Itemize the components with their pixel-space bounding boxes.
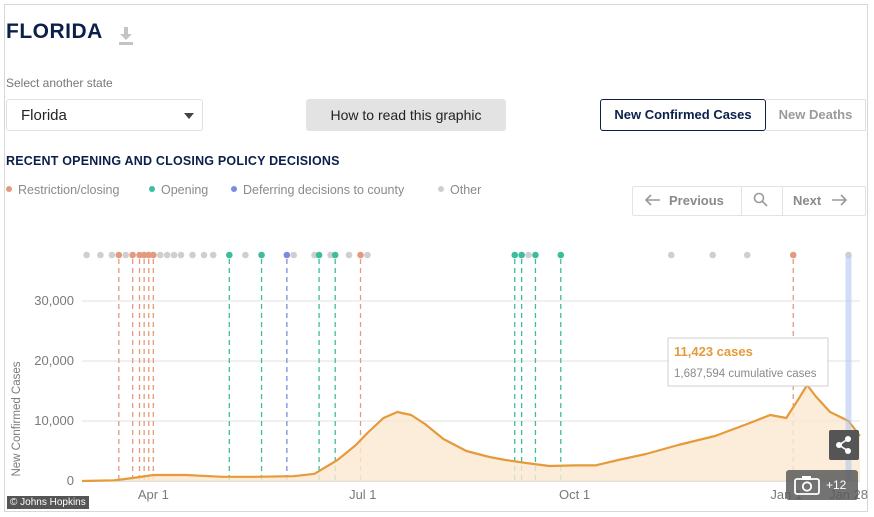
- hover-highlight: [845, 257, 852, 481]
- policy-marker-dot: [743, 251, 751, 259]
- tab-new-deaths[interactable]: New Deaths: [766, 99, 866, 131]
- y-axis-label: New Confirmed Cases: [11, 361, 23, 476]
- policy-marker-dot: [170, 251, 178, 259]
- policy-marker-dot: [140, 251, 148, 259]
- policy-marker-dot: [156, 251, 164, 259]
- policy-pager: Previous Next: [632, 186, 866, 216]
- policy-marker-dot: [97, 251, 104, 259]
- previous-button[interactable]: Previous: [644, 187, 741, 215]
- policy-marker-dot: [129, 251, 136, 259]
- y-tick-label: 10,000: [34, 413, 74, 428]
- legend-item-other: Other: [438, 183, 481, 197]
- hover-tooltip: 11,423 cases 1,687,594 cumulative cases: [667, 337, 829, 387]
- y-tick-label: 30,000: [34, 293, 74, 308]
- tab-new-confirmed-cases[interactable]: New Confirmed Cases: [600, 99, 766, 131]
- share-icon: [836, 436, 851, 454]
- policy-marker-dot: [327, 251, 334, 259]
- policy-marker-dot: [511, 251, 519, 259]
- series-line: [81, 383, 861, 483]
- x-tick-label: Oct 1: [559, 487, 590, 502]
- legend-label: Opening: [161, 183, 209, 197]
- legend-item-deferring: Deferring decisions to county: [231, 183, 404, 197]
- how-to-read-button[interactable]: How to read this graphic: [306, 99, 506, 131]
- share-button[interactable]: [829, 430, 859, 460]
- policy-marker-dot: [83, 251, 90, 259]
- policy-marker-dot: [357, 251, 364, 259]
- policy-marker-dot: [518, 251, 525, 259]
- policy-marker-dot: [532, 251, 539, 259]
- daily-cases-area: [82, 385, 860, 481]
- policy-marker-dot: [789, 251, 797, 259]
- policy-marker-dot: [189, 251, 196, 259]
- policy-marker-dot: [258, 251, 265, 259]
- search-icon: [753, 192, 768, 207]
- policy-marker-dot: [150, 251, 157, 259]
- previous-label: Previous: [669, 193, 724, 208]
- cases-chart[interactable]: 0 10,000 20,000 30,000 New Confirmed Cases Ap…: [0, 240, 874, 510]
- photo-gallery-button[interactable]: +12: [786, 470, 858, 500]
- policy-marker-dot: [315, 251, 323, 259]
- policy-marker-dot: [209, 251, 217, 259]
- opening-dot-icon: [149, 186, 155, 192]
- deferring-dot-icon: [231, 186, 237, 192]
- y-tick-label: 0: [67, 473, 74, 488]
- policy-marker-dot: [345, 251, 353, 259]
- policy-marker-dot: [163, 251, 171, 259]
- policy-marker-dot: [283, 251, 291, 259]
- policy-section-title: RECENT OPENING AND CLOSING POLICY DECISI…: [6, 154, 340, 168]
- state-select-value: Florida: [21, 107, 67, 124]
- policy-marker-dot: [557, 251, 565, 259]
- policy-marker-dot: [177, 251, 185, 259]
- policy-marker-dot: [667, 251, 675, 259]
- policy-marker-dot: [122, 251, 130, 259]
- policy-marker-dot: [525, 251, 532, 259]
- policy-marker-dot: [331, 251, 339, 259]
- legend-item-opening: Opening: [149, 183, 208, 197]
- legend-label: Other: [450, 183, 482, 197]
- state-select[interactable]: Florida: [6, 99, 203, 131]
- policy-marker-dot: [242, 251, 249, 259]
- tooltip-box: [667, 337, 829, 387]
- policy-marker-dot: [136, 251, 143, 259]
- legend-label: Restriction/closing: [18, 183, 120, 197]
- arrow-right-icon: [832, 194, 848, 206]
- policy-marker-dot: [311, 251, 318, 259]
- policy-marker-dot: [145, 251, 153, 259]
- policy-marker-dot: [290, 251, 298, 259]
- x-tick-label: Apr 1: [138, 487, 169, 502]
- policy-marker-dot: [364, 251, 371, 259]
- next-label: Next: [793, 193, 822, 208]
- other-dot-icon: [438, 186, 444, 192]
- tooltip-cases: 11,423 cases: [674, 344, 753, 359]
- policy-marker-dot: [845, 251, 852, 259]
- next-button[interactable]: Next: [793, 187, 863, 215]
- camera-icon: [794, 476, 820, 495]
- policy-marker-dot: [108, 251, 116, 259]
- policy-marker-dot: [226, 251, 233, 259]
- legend-item-restriction: Restriction/closing: [6, 183, 119, 197]
- policy-marker-dot: [115, 251, 123, 259]
- search-button[interactable]: [753, 187, 773, 215]
- legend-label: Deferring decisions to county: [243, 183, 405, 197]
- policy-marker-dot: [709, 251, 716, 259]
- graphic-frame: [4, 4, 868, 512]
- download-icon[interactable]: [119, 27, 133, 45]
- arrow-left-icon: [644, 194, 660, 206]
- restriction-dot-icon: [6, 186, 12, 192]
- y-tick-label: 20,000: [34, 353, 74, 368]
- chevron-down-icon: [184, 113, 194, 119]
- photo-credit: © Johns Hopkins: [7, 496, 89, 509]
- policy-marker-dot: [200, 251, 208, 259]
- photo-count: +12: [826, 478, 847, 492]
- state-title: FLORIDA: [6, 20, 103, 43]
- select-state-label: Select another state: [6, 76, 113, 90]
- x-tick-label: Jul 1: [349, 487, 376, 502]
- tooltip-cumulative: 1,687,594 cumulative cases: [674, 368, 817, 380]
